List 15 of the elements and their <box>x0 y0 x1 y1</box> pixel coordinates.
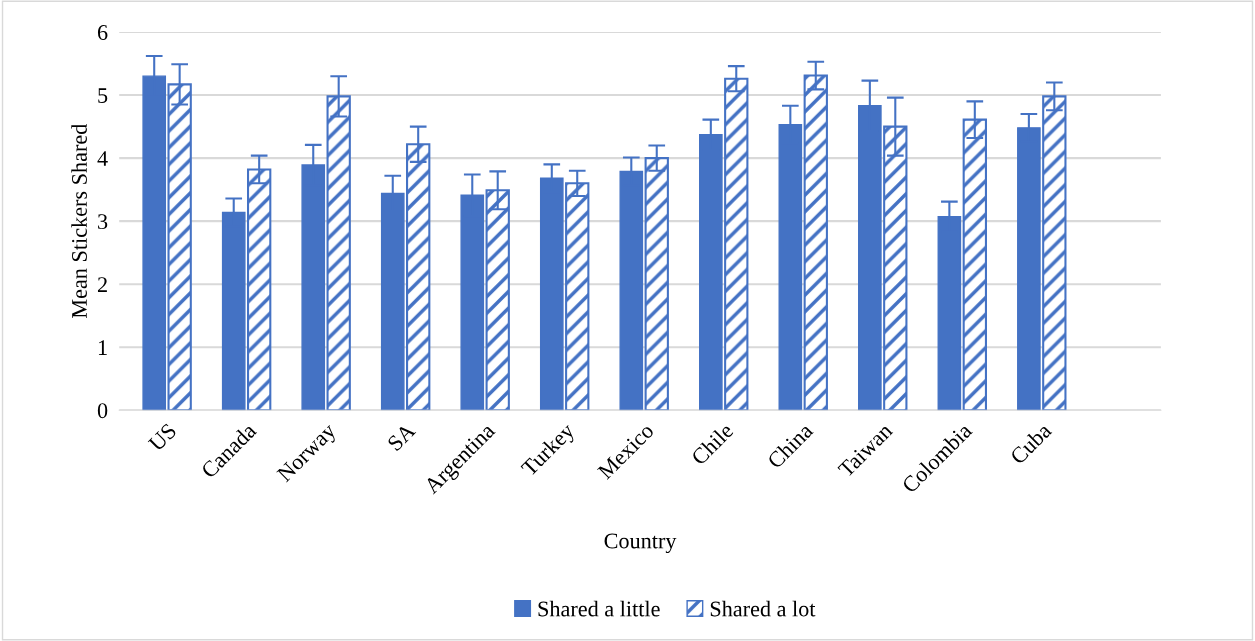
x-tick-label: Chile <box>690 421 735 466</box>
x-tick-label: SA <box>386 421 417 452</box>
x-tick-label: US <box>147 422 178 453</box>
legend-label: Shared a little <box>538 600 660 617</box>
y-tick-label: 0 <box>97 403 108 419</box>
y-tick-label: 1 <box>98 340 107 355</box>
y-axis-title: Mean Stickers Shared <box>71 123 87 319</box>
x-axis-title: Country <box>604 533 677 554</box>
legend-label: Shared a lot <box>710 600 816 617</box>
y-tick-label: 2 <box>97 277 107 292</box>
y-tick-label: 6 <box>97 25 108 40</box>
y-tick-label: 4 <box>97 151 108 166</box>
x-tick-label: Cuba <box>1009 421 1053 465</box>
y-tick-label: 3 <box>98 214 108 230</box>
y-tick-label: 5 <box>98 88 108 104</box>
